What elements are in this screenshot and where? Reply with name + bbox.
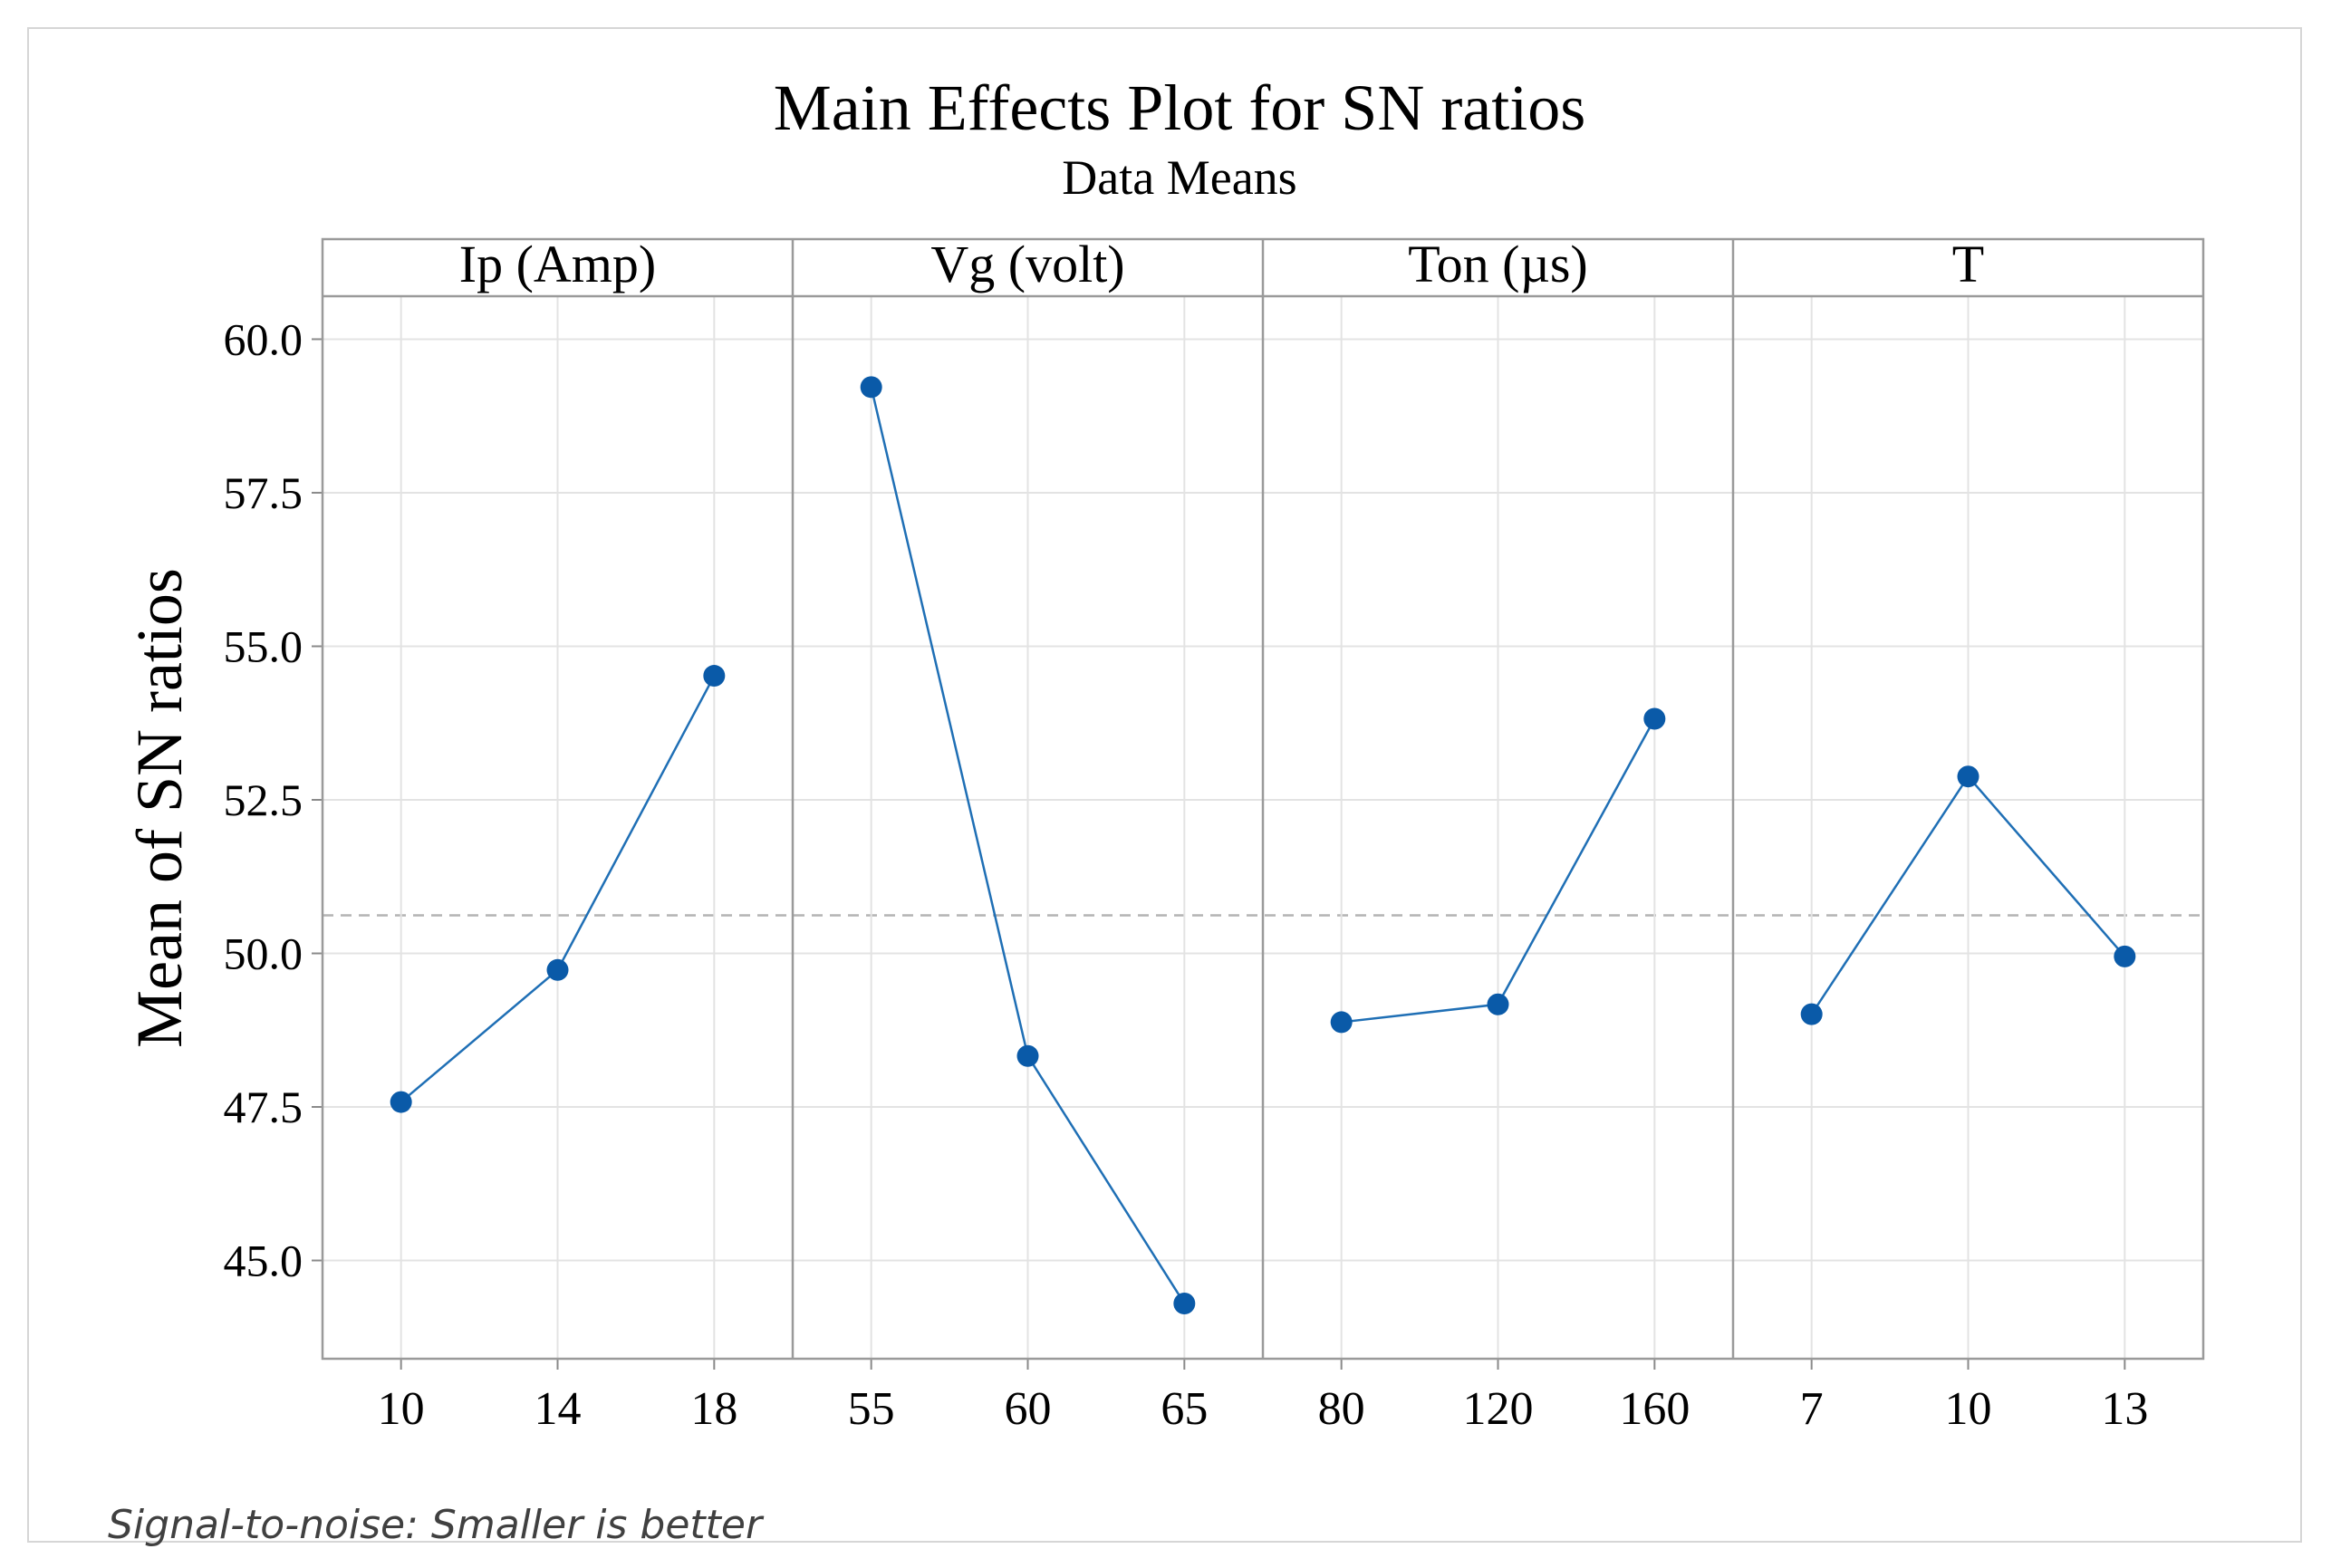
y-tick-label: 57.5 [224,467,303,518]
panel-header-label: Ton (µs) [1408,235,1588,293]
y-tick-label: 50.0 [224,928,303,978]
data-point [1800,1003,1823,1025]
data-point [1487,993,1509,1015]
series-layer [390,376,2136,1314]
panel-header-label: T [1952,235,1984,293]
y-axis-label: Mean of SN ratios [123,568,196,1048]
x-tick-label: 7 [1800,1383,1824,1435]
x-tick-label: 120 [1463,1383,1534,1435]
x-tick-label: 55 [848,1383,895,1435]
data-point [703,665,726,688]
main-effects-chart: Main Effects Plot for SN ratios Data Mea… [123,72,2205,1435]
data-point [546,958,569,981]
x-tick-label: 80 [1318,1383,1365,1435]
x-tick-label: 60 [1005,1383,1052,1435]
y-tick-label: 47.5 [224,1082,303,1132]
data-point [1330,1011,1353,1034]
panel-header-label: Ip (Amp) [459,235,656,293]
footnote: Signal-to-noise: Smaller is better [108,1502,763,1548]
chart-frame: Main Effects Plot for SN ratios Data Mea… [27,27,2302,1548]
data-point [1016,1044,1039,1067]
y-tick-label: 55.0 [224,620,303,671]
panel-header-label: Vg (volt) [930,235,1124,293]
y-tick-label: 60.0 [224,313,303,364]
plot-border [321,237,2205,1361]
data-point [860,376,882,399]
x-tick-label: 10 [378,1383,425,1435]
x-tick-label: 14 [535,1383,582,1435]
data-point [1643,707,1666,730]
y-tick-label: 52.5 [224,774,303,825]
y-tick-label: 45.0 [224,1236,303,1286]
data-point [1957,765,1979,788]
x-tick-label: 160 [1619,1383,1690,1435]
data-point [2114,945,2136,967]
x-tick-label: 18 [690,1383,737,1435]
chart-subtitle: Data Means [1062,150,1296,205]
x-tick-label: 13 [2101,1383,2148,1435]
data-point [1173,1292,1196,1314]
x-tick-label: 10 [1945,1383,1992,1435]
data-point [390,1091,412,1113]
chart-title: Main Effects Plot for SN ratios [774,72,1586,144]
axes-layer: 45.0 47.5 50.0 52.5 55.0 57.5 60.0 Ip (Amp) 10 14… [224,235,2205,1435]
x-tick-label: 65 [1161,1383,1208,1435]
